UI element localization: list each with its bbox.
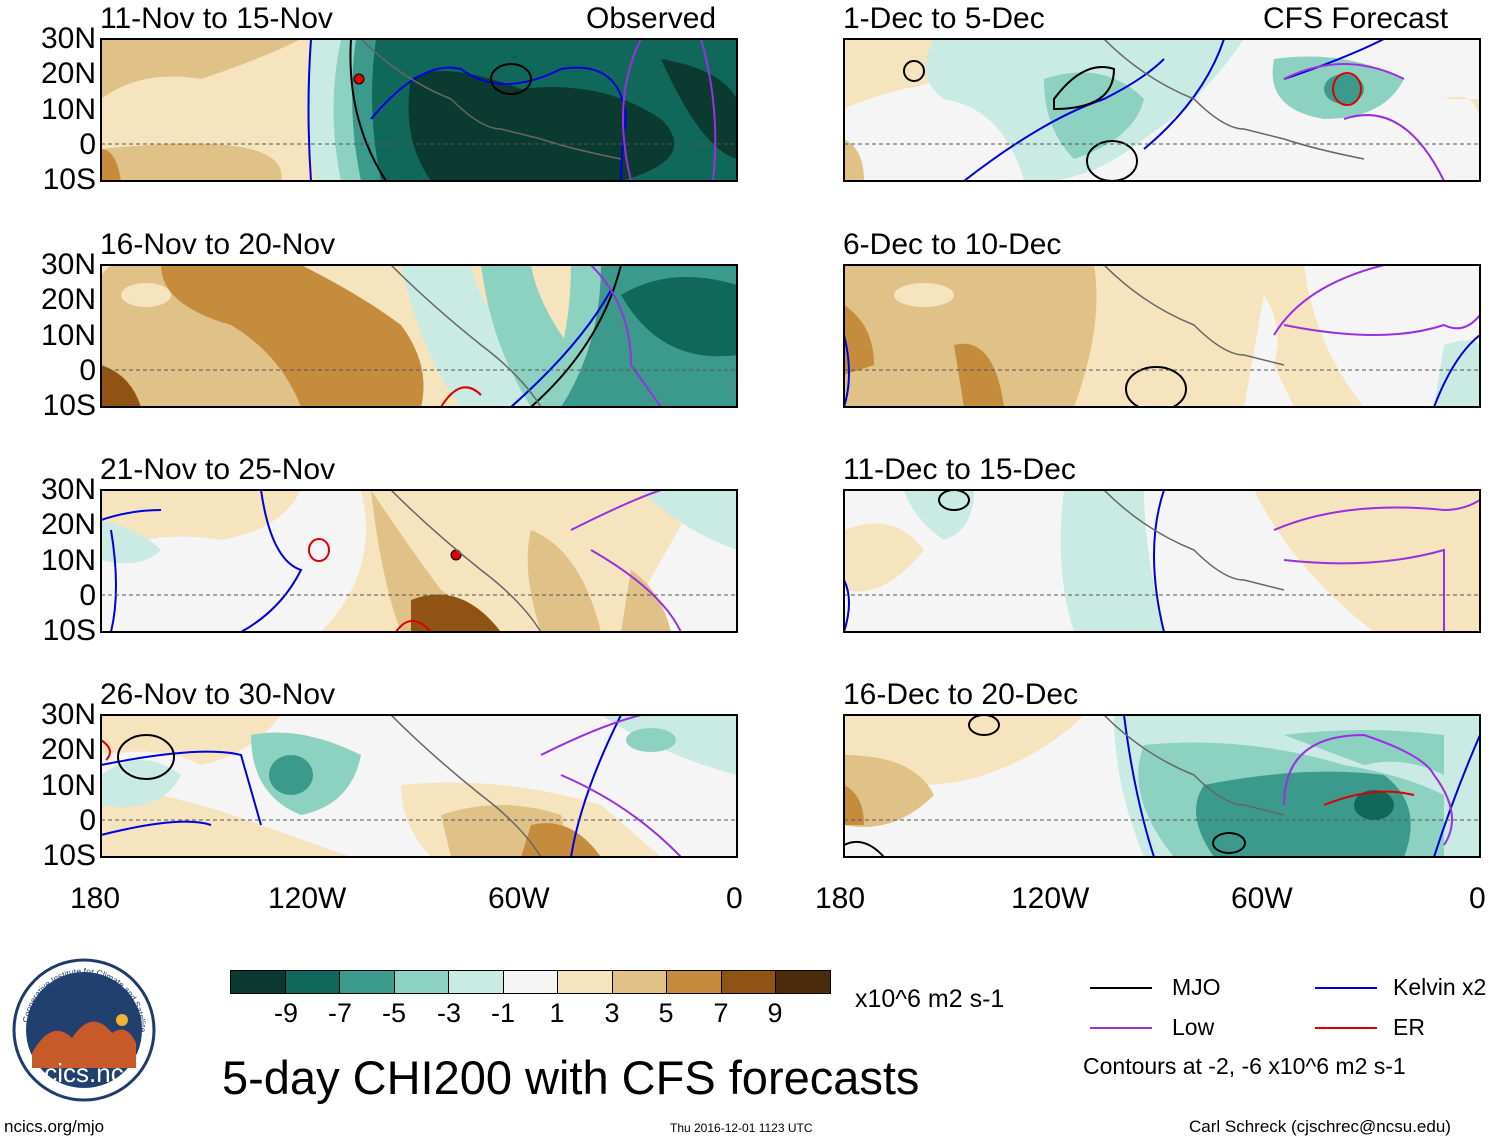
colorbar-swatch [775, 970, 831, 994]
map-panel-left-1 [101, 39, 737, 181]
lat-tick: 30N [40, 473, 96, 506]
panel-title-left-4: 26-Nov to 30-Nov [100, 678, 336, 711]
lat-tick: 10N [40, 319, 96, 352]
map-panel-right-4 [844, 715, 1480, 857]
lat-tick: 10S [42, 839, 96, 872]
colorbar-tick: -1 [490, 998, 515, 1028]
cics-logo: Cooperative Institute for Climate and Sa… [10, 950, 156, 1102]
colorbar-tick: 5 [658, 998, 674, 1028]
legend-label-low: Low [1172, 1014, 1215, 1040]
colorbar-swatch [611, 970, 667, 994]
lat-tick: 0 [79, 128, 96, 161]
colorbar-tick: -9 [273, 998, 298, 1028]
lat-tick: 30N [40, 698, 96, 731]
panel-title-right-2: 6-Dec to 10-Dec [843, 228, 1062, 261]
legend-line-low [1090, 1027, 1152, 1029]
lat-tick: 20N [40, 508, 96, 541]
lat-tick: 10N [40, 544, 96, 577]
lat-tick: 10S [42, 389, 96, 422]
lon-tick: 180 [815, 882, 866, 915]
lon-tick: 120W [1011, 882, 1090, 915]
lat-tick: 10N [40, 769, 96, 802]
colorbar-swatch [393, 970, 449, 994]
legend-line-er [1315, 1027, 1377, 1029]
footer-author: Carl Schreck (cjschrec@ncsu.edu) [1189, 1117, 1451, 1136]
observed-label: Observed [586, 2, 717, 35]
legend-line-mjo [1090, 987, 1152, 989]
map-panel-right-3 [844, 490, 1480, 632]
panel-title-left-1: 11-Nov to 15-Nov [100, 2, 333, 35]
lon-tick: 60W [1231, 882, 1293, 915]
colorbar-tick: 7 [713, 998, 729, 1028]
lon-tick: 120W [268, 882, 347, 915]
colorbar-tick: -5 [381, 998, 406, 1028]
map-panel-right-1 [844, 39, 1480, 181]
main-title: 5-day CHI200 with CFS forecasts [222, 1051, 920, 1104]
colorbar-tick: -7 [327, 998, 352, 1028]
colorbar-swatch [284, 970, 340, 994]
panel-title-left-3: 21-Nov to 25-Nov [100, 453, 336, 486]
legend-label-er: ER [1393, 1014, 1425, 1040]
colorbar-swatch [557, 970, 613, 994]
colorbar-swatch [720, 970, 776, 994]
lon-tick: 0 [1469, 882, 1486, 915]
lon-tick: 180 [70, 882, 121, 915]
colorbar-tick: 1 [549, 998, 565, 1028]
colorbar-tick: 3 [604, 998, 620, 1028]
logo-text: cics.nc [44, 1058, 123, 1088]
footer-link[interactable]: ncics.org/mjo [4, 1117, 105, 1136]
legend-line-kelvin [1315, 987, 1377, 989]
colorbar-swatch [502, 970, 558, 994]
lat-tick: 30N [40, 248, 96, 281]
footer-timestamp: Thu 2016-12-01 1123 UTC [670, 1121, 813, 1135]
lat-tick: 30N [40, 22, 96, 55]
map-panel-left-2 [101, 265, 737, 407]
map-panel-left-4 [101, 715, 737, 857]
lat-tick: 20N [40, 57, 96, 90]
cfs-forecast-label: CFS Forecast [1263, 2, 1449, 35]
colorbar-swatch [448, 970, 504, 994]
lon-tick: 60W [488, 882, 550, 915]
legend-contours-note: Contours at -2, -6 x10^6 m2 s-1 [1083, 1053, 1406, 1079]
colorbar-swatch [230, 970, 286, 994]
lat-tick: 0 [79, 579, 96, 612]
legend-label-mjo: MJO [1172, 974, 1221, 1000]
panel-title-right-3: 11-Dec to 15-Dec [843, 453, 1076, 486]
lat-tick: 20N [40, 733, 96, 766]
panel-title-right-1: 1-Dec to 5-Dec [843, 2, 1045, 35]
legend-label-kelvin: Kelvin x2 [1393, 974, 1487, 1000]
lat-tick: 20N [40, 283, 96, 316]
colorbar-tick: 9 [767, 998, 783, 1028]
map-panel-right-2 [844, 265, 1480, 407]
panel-title-left-2: 16-Nov to 20-Nov [100, 228, 336, 261]
colorbar-units: x10^6 m2 s-1 [855, 985, 1005, 1013]
colorbar-swatch [666, 970, 722, 994]
lat-tick: 10S [42, 614, 96, 647]
lat-tick: 10S [42, 163, 96, 196]
colorbar-tick: -3 [436, 998, 461, 1028]
lat-tick: 0 [79, 804, 96, 837]
lon-tick: 0 [726, 882, 743, 915]
map-panel-left-3 [101, 490, 737, 632]
colorbar-swatch [339, 970, 395, 994]
panel-title-right-4: 16-Dec to 20-Dec [843, 678, 1079, 711]
lat-tick: 0 [79, 354, 96, 387]
lat-tick: 10N [40, 93, 96, 126]
